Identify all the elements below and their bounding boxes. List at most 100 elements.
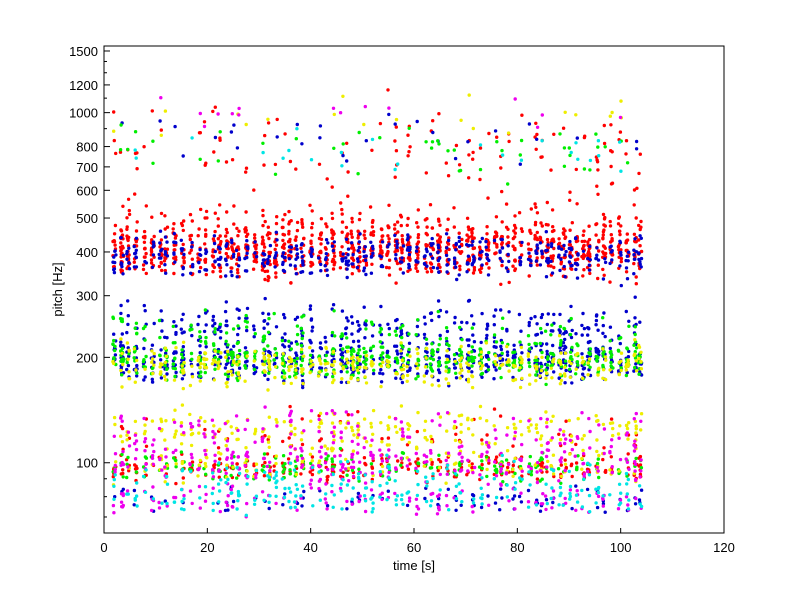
data-point-blue: [132, 244, 136, 249]
data-point-red: [371, 230, 376, 234]
data-point-green: [601, 363, 605, 368]
data-point-blue: [113, 353, 118, 357]
data-point-green: [562, 327, 567, 331]
data-point-magenta: [535, 480, 540, 485]
data-point-blue: [262, 319, 266, 323]
data-point-red: [507, 139, 511, 144]
data-point-red: [632, 232, 637, 236]
data-point-magenta: [189, 452, 194, 457]
data-point-blue: [400, 260, 404, 264]
data-point-yellow: [126, 357, 130, 361]
data-point-blue: [639, 236, 643, 240]
data-point-red: [561, 126, 566, 130]
data-point-green: [236, 340, 241, 345]
data-point-red: [262, 245, 267, 249]
data-point-red: [112, 110, 116, 114]
data-point-green: [267, 478, 271, 482]
data-point-blue: [545, 342, 549, 346]
data-point-red: [319, 232, 323, 236]
data-point-blue: [437, 314, 441, 319]
data-point-blue: [423, 496, 427, 501]
data-point-blue: [273, 253, 278, 258]
data-point-red: [638, 454, 643, 459]
data-point-red: [263, 133, 267, 138]
data-point-blue: [345, 267, 349, 271]
data-point-red: [546, 223, 550, 227]
data-point-magenta: [387, 448, 391, 452]
data-point-yellow: [180, 364, 184, 368]
data-point-blue: [407, 252, 412, 257]
data-point-blue: [574, 267, 578, 272]
data-point-red: [203, 228, 208, 232]
data-point-blue: [511, 375, 515, 380]
data-point-magenta: [133, 433, 138, 437]
data-point-green: [625, 347, 630, 351]
data-point-yellow: [224, 355, 228, 359]
data-point-red: [500, 242, 504, 246]
data-point-blue: [179, 327, 183, 331]
data-point-red: [407, 150, 411, 154]
data-point-blue: [431, 265, 436, 270]
data-point-blue: [300, 259, 305, 263]
data-point-yellow: [452, 462, 457, 466]
data-point-magenta: [545, 417, 549, 421]
data-point-magenta: [458, 451, 462, 456]
data-point-green: [224, 339, 228, 343]
data-point-green: [416, 318, 420, 322]
data-point-red: [281, 439, 285, 444]
data-point-green: [135, 331, 139, 335]
data-point-green: [527, 342, 531, 347]
data-point-red: [513, 214, 517, 218]
data-point-blue: [230, 273, 234, 278]
data-point-red: [299, 246, 303, 250]
data-point-red: [203, 427, 207, 432]
data-point-green: [526, 334, 531, 338]
data-point-magenta: [318, 464, 322, 468]
data-point-magenta: [466, 458, 470, 462]
data-point-blue: [300, 255, 304, 259]
data-point-red: [310, 472, 315, 477]
data-point-yellow: [324, 368, 328, 372]
data-point-red: [387, 266, 391, 270]
data-point-blue: [281, 262, 285, 267]
data-point-green: [224, 331, 229, 335]
data-point-yellow: [429, 457, 433, 462]
data-point-blue: [624, 266, 629, 270]
data-point-green: [568, 332, 573, 337]
data-point-magenta: [275, 424, 279, 428]
data-point-red: [438, 460, 443, 464]
data-point-yellow: [289, 381, 293, 386]
data-point-yellow: [216, 366, 220, 371]
data-point-green: [381, 351, 385, 355]
data-point-yellow: [199, 416, 203, 420]
data-point-red: [601, 244, 606, 248]
data-point-yellow: [394, 371, 398, 376]
data-point-blue: [455, 277, 459, 282]
data-point-blue: [637, 257, 641, 262]
data-point-blue: [529, 263, 533, 268]
data-point-green: [543, 329, 548, 333]
data-point-blue: [218, 247, 222, 251]
data-point-yellow: [551, 414, 555, 418]
data-point-red: [535, 230, 539, 235]
data-point-red: [438, 223, 442, 227]
data-point-red: [126, 238, 130, 243]
data-point-blue: [493, 129, 498, 133]
data-point-blue: [632, 257, 637, 261]
data-point-blue: [172, 231, 176, 236]
data-point-red: [602, 123, 606, 128]
data-point-yellow: [453, 359, 457, 363]
data-point-blue: [557, 253, 561, 257]
data-point-red: [333, 260, 337, 265]
data-point-green: [198, 335, 202, 339]
data-point-red: [370, 225, 375, 229]
data-point-magenta: [480, 452, 484, 457]
data-point-magenta: [164, 455, 168, 459]
data-point-blue: [445, 263, 449, 267]
data-point-green: [204, 341, 208, 346]
data-point-magenta: [527, 464, 531, 469]
data-point-yellow: [415, 447, 419, 451]
data-point-blue: [588, 339, 592, 344]
data-point-magenta: [608, 449, 612, 454]
data-point-red: [425, 270, 429, 274]
